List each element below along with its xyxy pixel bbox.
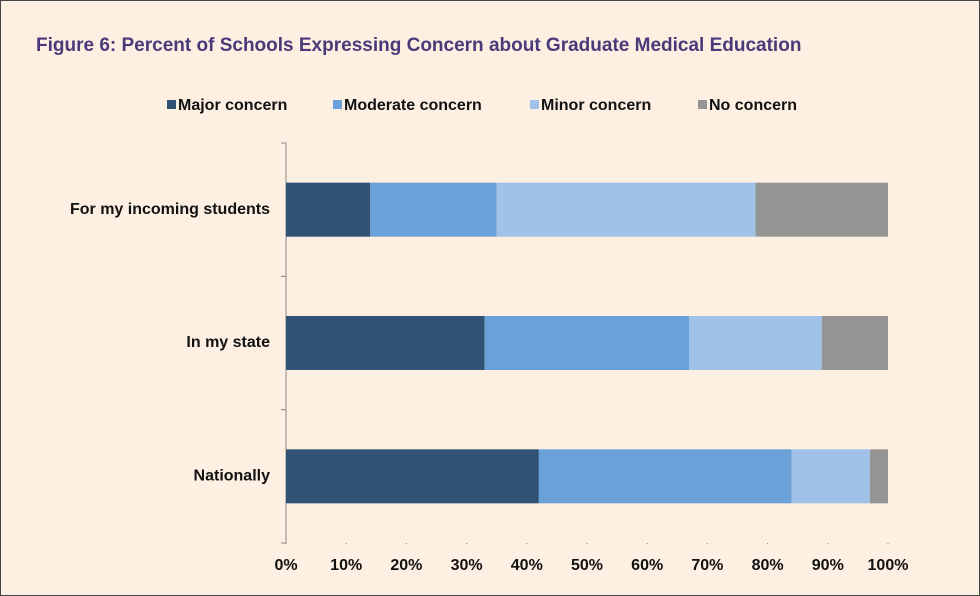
x-tick-label: 10%	[330, 557, 362, 574]
legend-swatch	[167, 100, 176, 109]
bar-segment	[538, 449, 792, 504]
y-tick-label: For my incoming students	[70, 201, 270, 218]
x-tick-label: 70%	[691, 557, 723, 574]
legend-label: Moderate concern	[344, 97, 482, 114]
bar-segment	[755, 182, 888, 237]
bar-segment	[689, 316, 822, 370]
x-tick-label: 30%	[451, 557, 483, 574]
legend-swatch	[530, 100, 539, 109]
chart-title: Figure 6: Percent of Schools Expressing …	[36, 35, 801, 56]
bar-segment	[791, 449, 870, 504]
legend-label: Minor concern	[541, 97, 651, 114]
y-tick-label: Nationally	[194, 468, 271, 485]
bar-segment	[484, 316, 690, 370]
bar-segment	[286, 316, 485, 370]
bar-segment	[370, 182, 497, 237]
bar-segment	[869, 449, 888, 504]
bar-segment	[821, 316, 888, 370]
x-tick-label: 20%	[390, 557, 422, 574]
x-tick-label: 90%	[812, 557, 844, 574]
x-tick-label: 50%	[571, 557, 603, 574]
x-tick-label: 100%	[868, 557, 909, 574]
legend-swatch	[698, 100, 707, 109]
x-tick-label: 0%	[274, 557, 297, 574]
legend-swatch	[333, 100, 342, 109]
bar-segment	[286, 182, 371, 237]
legend-label: No concern	[709, 97, 797, 114]
x-tick-label: 80%	[752, 557, 784, 574]
bar-segment	[286, 449, 539, 504]
x-tick-label: 60%	[631, 557, 663, 574]
bar-segment	[496, 182, 756, 237]
y-tick-label: In my state	[186, 334, 270, 351]
x-tick-label: 40%	[511, 557, 543, 574]
legend-label: Major concern	[178, 97, 287, 114]
